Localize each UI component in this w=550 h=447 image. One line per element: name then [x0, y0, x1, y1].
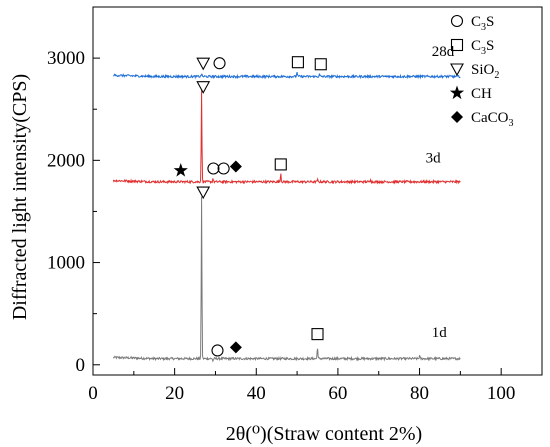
x-tick-label-60: 60 [328, 383, 347, 404]
peak-marker-circle-11 [211, 344, 224, 357]
x-tick-label-80: 80 [410, 383, 429, 404]
plot-frame [92, 6, 543, 376]
series-label-28d: 28d [432, 44, 455, 60]
peak-marker-square-3 [314, 58, 327, 71]
x-axis-title: 2θ(⁰)(Straw content 2%) [226, 423, 422, 445]
x-tick-label-20: 20 [165, 383, 184, 404]
y-tick-label-1000: 1000 [47, 253, 85, 274]
peak-marker-triangle-10 [196, 186, 211, 200]
peak-marker-circle-7 [217, 162, 230, 175]
x-tick-label-0: 0 [88, 383, 98, 404]
x-tick-label-100: 100 [487, 383, 516, 404]
y-tick-label-3000: 3000 [47, 48, 85, 69]
plot-area: 1d 3d 28d [112, 44, 461, 363]
y-tick-label-2000: 2000 [47, 150, 85, 171]
peak-marker-square-2 [291, 56, 304, 69]
legend: C3S C3S SiO2 CH CaCO3 [449, 14, 514, 129]
legend-entry-1: C3S [471, 38, 494, 57]
peak-marker-triangle-4 [196, 81, 211, 94]
series-line-28d [113, 71, 461, 80]
legend-symbol-star [449, 85, 465, 100]
y-axis-title: Diffracted light intensity(CPS) [9, 74, 31, 320]
legend-symbol-diamond [451, 111, 463, 123]
peak-marker-diamond-12 [229, 341, 242, 354]
legend-symbol-circle [450, 14, 464, 28]
x-tick-label-40: 40 [247, 383, 266, 404]
legend-entry-4: CaCO3 [471, 110, 514, 129]
series-line-3d [112, 89, 461, 185]
peak-marker-star-5 [173, 163, 188, 177]
series-line-1d [112, 196, 461, 363]
peak-marker-triangle-0 [196, 57, 211, 71]
peak-marker-diamond-8 [229, 160, 242, 173]
y-tick-label-0: 0 [76, 355, 86, 376]
series-label-3d: 3d [426, 150, 442, 166]
peak-marker-square-9 [274, 158, 287, 171]
peak-marker-circle-6 [207, 162, 220, 175]
peak-marker-circle-1 [213, 57, 226, 70]
legend-entry-3: CH [471, 86, 492, 102]
legend-entry-2: SiO2 [471, 62, 499, 81]
legend-symbol-square [450, 38, 464, 52]
legend-entry-0: C3S [471, 14, 494, 33]
legend-symbol-triangle [450, 63, 464, 77]
peak-marker-square-13 [311, 328, 324, 341]
series-label-1d: 1d [432, 325, 448, 341]
